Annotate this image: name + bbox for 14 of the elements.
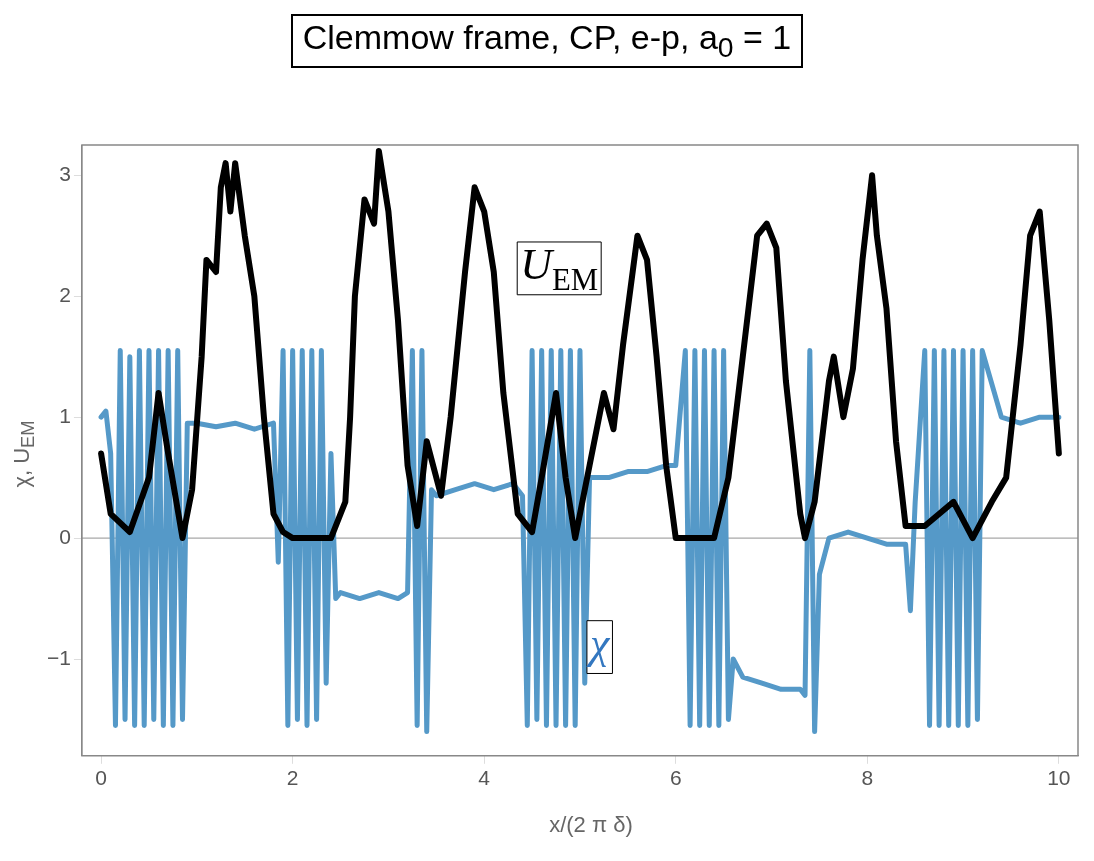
x-tick-label: 0 xyxy=(95,766,107,790)
chart-title: Clemmow frame, CP, e-p, a$_{0}$ = 1 xyxy=(290,14,804,68)
y-tick-label: 1 xyxy=(59,403,71,427)
x-tick-label: 8 xyxy=(861,766,874,790)
x-tick-label: 10 xyxy=(1047,766,1071,790)
series-label: χ xyxy=(585,619,611,669)
y-tick-label: 3 xyxy=(59,162,71,186)
y-tick-label: −1 xyxy=(46,645,71,669)
x-tick-label: 4 xyxy=(478,766,491,790)
x-tick-label: 2 xyxy=(286,766,299,790)
x-axis-title: x/(2 π δ) xyxy=(548,812,634,838)
x-tick-label: 6 xyxy=(669,766,682,790)
y-tick-label: 2 xyxy=(59,282,71,306)
y-tick-label: 0 xyxy=(59,524,71,548)
